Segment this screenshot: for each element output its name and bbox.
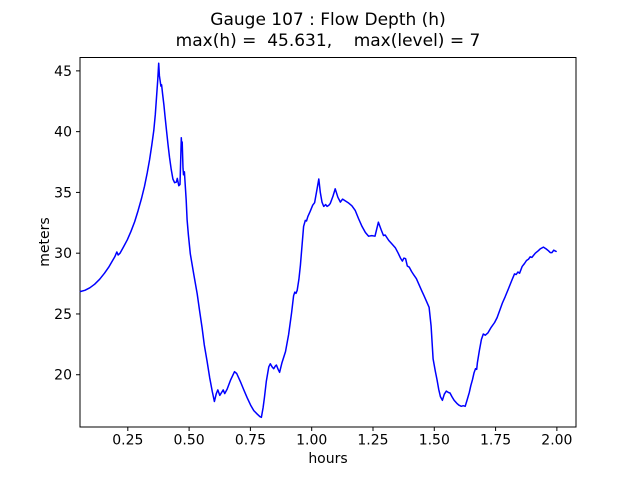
y-axis-tick-label: 45 — [54, 64, 72, 80]
x-axis-tick-label: 1.75 — [480, 433, 511, 449]
x-axis-tick-label: 1.00 — [296, 433, 327, 449]
chart-title-line1: Gauge 107 : Flow Depth (h) — [210, 10, 446, 30]
y-axis-tick-label: 25 — [54, 307, 72, 323]
x-axis-tick-label: 1.50 — [419, 433, 450, 449]
chart-title: Gauge 107 : Flow Depth (h) max(h) = 45.6… — [80, 10, 576, 52]
chart-title-line2: max(h) = 45.631, max(level) = 7 — [175, 31, 481, 51]
x-axis-label: hours — [308, 451, 348, 467]
x-axis-tick-label: 2.00 — [541, 433, 572, 449]
y-axis-label: meters — [37, 217, 53, 267]
y-axis-tick-label: 40 — [54, 125, 72, 141]
y-axis-tick-label: 35 — [54, 185, 72, 201]
x-axis-tick-label: 0.25 — [112, 433, 143, 449]
y-axis-tick-label: 30 — [54, 246, 72, 262]
x-axis-tick-label: 0.50 — [174, 433, 205, 449]
axes-frame — [79, 57, 577, 428]
y-axis-tick-label: 20 — [54, 368, 72, 384]
flow-depth-line — [79, 62, 557, 419]
x-axis-tick-label: 1.25 — [357, 433, 388, 449]
x-axis-tick-label: 0.75 — [235, 433, 266, 449]
